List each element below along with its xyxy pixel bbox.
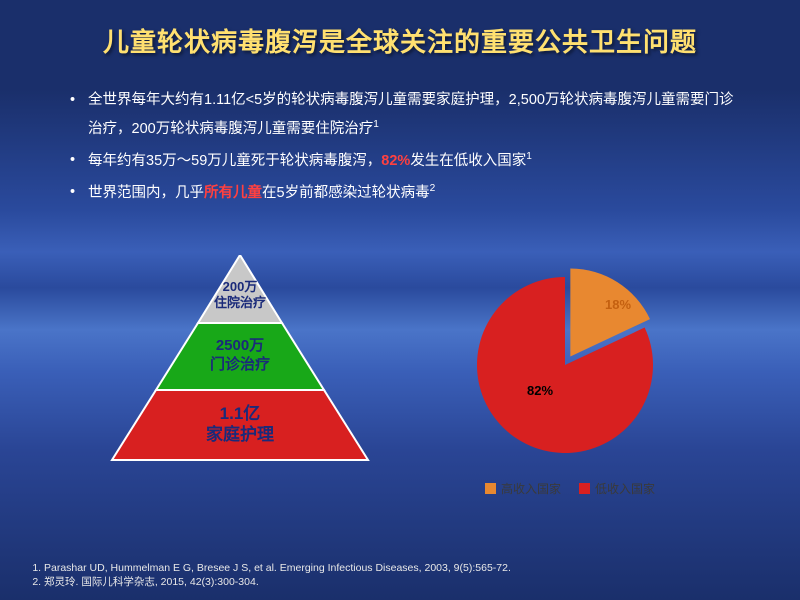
pyramid-top-line2: 住院治疗 (110, 295, 370, 311)
bullet-2-sup: 1 (526, 151, 532, 162)
bullet-3-sup: 2 (430, 183, 436, 194)
legend-box-high (485, 483, 496, 494)
pie-legend: 高收入国家 低收入国家 (485, 480, 655, 497)
pyramid-label-top: 200万 住院治疗 (110, 279, 370, 312)
charts-region: 200万 住院治疗 2500万 门诊治疗 1.1亿 家庭护理 18% 82% 高… (0, 255, 800, 535)
legend-label-low: 低收入国家 (595, 480, 655, 497)
bullet-3-a: 世界范围内，几乎 (88, 185, 204, 201)
references: Parashar UD, Hummelman E G, Bresee J S, … (26, 561, 511, 590)
pie-label-18: 18% (605, 297, 631, 312)
ref-1: Parashar UD, Hummelman E G, Bresee J S, … (44, 561, 511, 576)
legend-item-low: 低收入国家 (579, 480, 655, 497)
pie-svg (465, 265, 665, 465)
pyramid-mid-line2: 门诊治疗 (110, 356, 370, 375)
bullet-3-b: 在5岁前都感染过轮状病毒 (262, 185, 430, 201)
pyramid-bot-line1: 1.1亿 (110, 403, 370, 424)
bullet-1: 全世界每年大约有1.11亿<5岁的轮状病毒腹泻儿童需要家庭护理，2,500万轮状… (70, 87, 740, 143)
bullet-1-sup: 1 (373, 119, 379, 130)
legend-box-low (579, 483, 590, 494)
bullet-3-red: 所有儿童 (204, 185, 262, 201)
bullet-list: 全世界每年大约有1.11亿<5岁的轮状病毒腹泻儿童需要家庭护理，2,500万轮状… (0, 59, 800, 208)
legend-label-high: 高收入国家 (501, 480, 561, 497)
pyramid-top-line1: 200万 (110, 279, 370, 295)
legend-item-high: 高收入国家 (485, 480, 561, 497)
pyramid-bot-line2: 家庭护理 (110, 424, 370, 445)
bullet-2-b: 发生在低收入国家 (410, 153, 526, 169)
slide-title: 儿童轮状病毒腹泻是全球关注的重要公共卫生问题 (0, 0, 800, 59)
pie-chart: 18% 82% (465, 265, 665, 465)
bullet-3: 世界范围内，几乎所有儿童在5岁前都感染过轮状病毒2 (70, 179, 740, 207)
pie-label-82: 82% (527, 383, 553, 398)
bullet-2-red: 82% (381, 153, 410, 169)
pyramid-chart: 200万 住院治疗 2500万 门诊治疗 1.1亿 家庭护理 (110, 255, 370, 465)
bullet-2-a: 每年约有35万～59万儿童死于轮状病毒腹泻， (88, 153, 381, 169)
pyramid-label-bottom: 1.1亿 家庭护理 (110, 403, 370, 446)
bullet-2: 每年约有35万～59万儿童死于轮状病毒腹泻，82%发生在低收入国家1 (70, 147, 740, 175)
pyramid-mid-line1: 2500万 (110, 337, 370, 356)
bullet-1-text: 全世界每年大约有1.11亿<5岁的轮状病毒腹泻儿童需要家庭护理，2,500万轮状… (88, 92, 733, 136)
ref-2: 郑灵玲. 国际儿科学杂志, 2015, 42(3):300-304. (44, 575, 511, 590)
pyramid-label-mid: 2500万 门诊治疗 (110, 337, 370, 375)
